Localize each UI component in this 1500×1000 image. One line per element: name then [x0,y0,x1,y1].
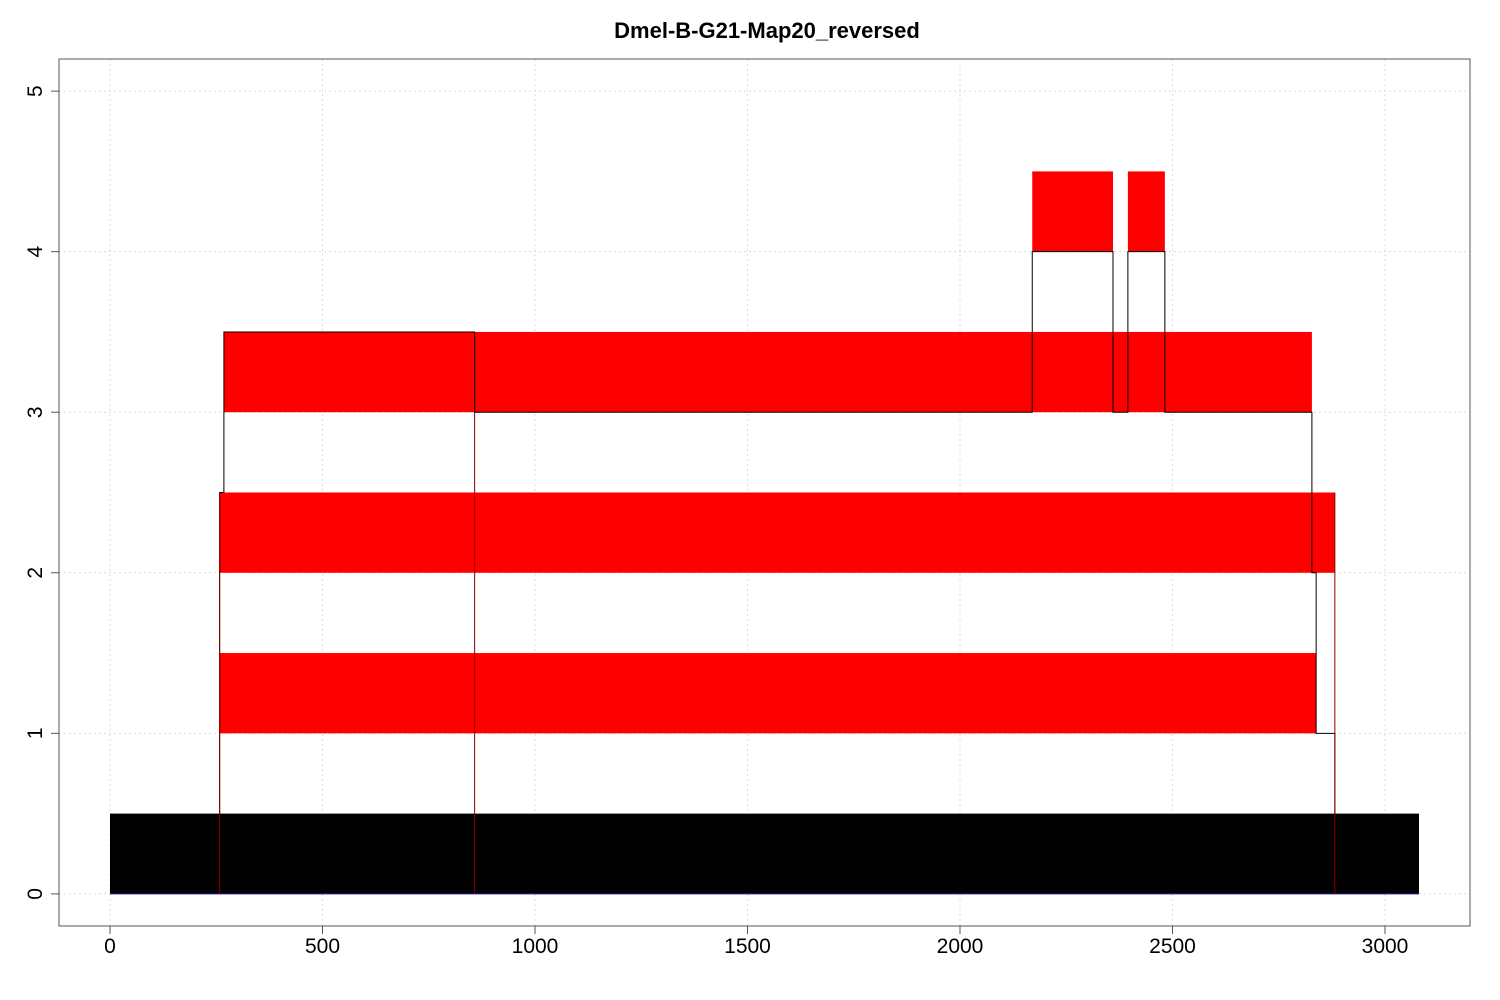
x-tick-label: 0 [104,935,116,958]
segment-bar-row-4 [1032,171,1113,252]
segment-bar-row-4 [1127,171,1165,252]
y-axis: 0 1 2 3 4 5 [24,85,59,900]
x-axis: 0 500 1000 1500 2000 2500 3000 [104,926,1408,958]
y-tick-label: 5 [24,85,47,97]
outline-layer [219,251,1336,894]
x-tick-label: 500 [305,935,340,958]
y-tick-label: 3 [24,406,47,418]
y-tick-label: 4 [24,246,47,258]
coverage-outline [219,251,1336,894]
bars-layer [110,171,1419,895]
reference-bar [110,813,1419,894]
y-tick-label: 2 [24,567,47,579]
segment-bar-row-3 [223,331,1312,413]
segment-bar-row-2 [219,492,1335,573]
y-tick-label: 0 [24,888,47,900]
x-tick-label: 1500 [724,935,771,958]
plot-frame [58,58,1471,927]
x-tick-label: 3000 [1362,935,1409,958]
y-tick-label: 1 [24,727,47,739]
x-tick-label: 2000 [937,935,984,958]
segment-bar-row-1 [219,653,1317,734]
x-tick-label: 1000 [512,935,559,958]
x-tick-label: 2500 [1149,935,1196,958]
chart-title: Dmel-B-G21-Map20_reversed [614,18,920,43]
